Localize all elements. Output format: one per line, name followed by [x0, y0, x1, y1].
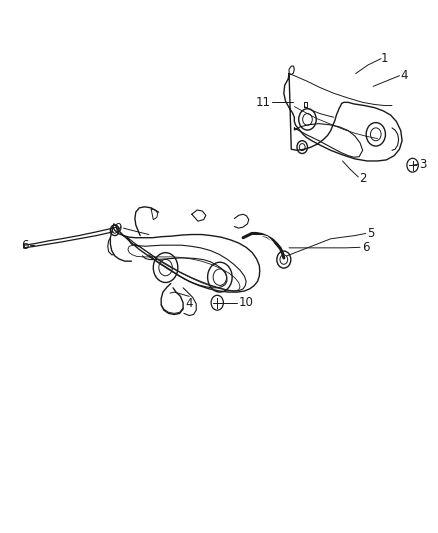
- Text: 11: 11: [256, 96, 271, 109]
- Text: 3: 3: [420, 158, 427, 171]
- Text: 5: 5: [367, 227, 374, 240]
- Text: 6: 6: [362, 241, 369, 254]
- Text: 9: 9: [114, 222, 122, 235]
- Text: 10: 10: [239, 296, 254, 309]
- Text: 1: 1: [381, 52, 389, 65]
- Text: 4: 4: [185, 297, 193, 310]
- Text: 2: 2: [359, 172, 367, 185]
- Text: 6: 6: [21, 239, 28, 252]
- Text: 4: 4: [401, 69, 408, 82]
